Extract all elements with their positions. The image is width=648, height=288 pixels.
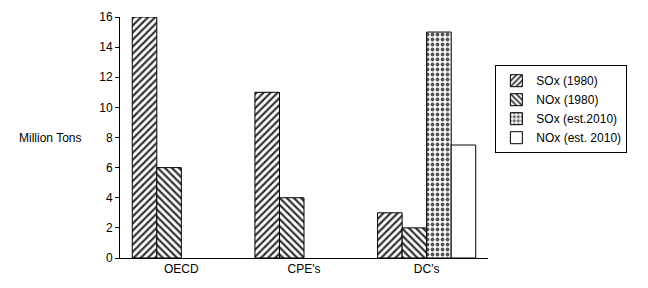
svg-text:6: 6: [106, 161, 113, 175]
svg-text:OECD: OECD: [164, 262, 199, 276]
svg-text:Million Tons: Million Tons: [19, 131, 81, 145]
svg-text:SOx (1980): SOx (1980): [536, 74, 597, 88]
svg-text:SOx (est.2010): SOx (est.2010): [536, 112, 617, 126]
svg-text:14: 14: [99, 40, 113, 54]
svg-text:8: 8: [106, 131, 113, 145]
svg-text:12: 12: [99, 70, 113, 84]
svg-text:10: 10: [99, 101, 113, 115]
svg-text:2: 2: [106, 221, 113, 235]
svg-text:4: 4: [106, 191, 113, 205]
svg-text:16: 16: [99, 10, 113, 24]
svg-text:0: 0: [106, 251, 113, 265]
svg-text:NOx (est. 2010): NOx (est. 2010): [536, 131, 621, 145]
svg-text:CPE's: CPE's: [288, 262, 321, 276]
svg-text:NOx (1980): NOx (1980): [536, 93, 598, 107]
svg-text:DC's: DC's: [414, 262, 440, 276]
